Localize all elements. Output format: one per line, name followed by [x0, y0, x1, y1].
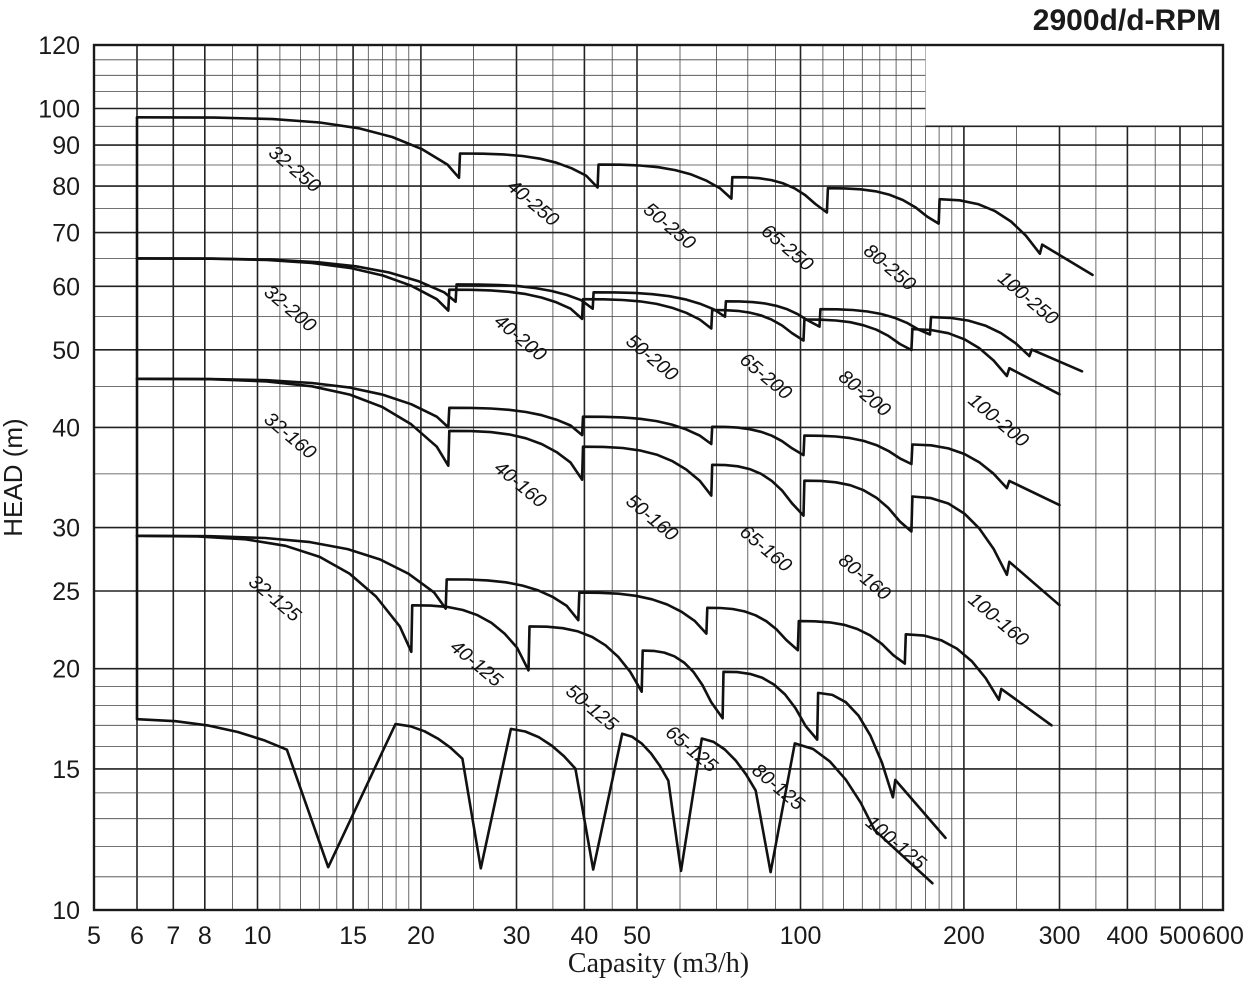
- svg-text:8: 8: [198, 922, 212, 950]
- svg-text:30: 30: [503, 922, 531, 950]
- svg-text:600: 600: [1202, 922, 1244, 950]
- svg-text:500: 500: [1159, 922, 1201, 950]
- svg-text:200: 200: [943, 922, 985, 950]
- svg-text:HEAD (m): HEAD (m): [0, 418, 28, 536]
- svg-text:6: 6: [130, 922, 144, 950]
- svg-text:30: 30: [52, 515, 80, 543]
- svg-text:10: 10: [244, 922, 272, 950]
- svg-text:5: 5: [87, 922, 101, 950]
- svg-text:7: 7: [166, 922, 180, 950]
- svg-text:20: 20: [52, 656, 80, 684]
- svg-text:100: 100: [38, 96, 80, 124]
- svg-text:400: 400: [1107, 922, 1149, 950]
- svg-text:40: 40: [570, 922, 598, 950]
- svg-text:100: 100: [780, 922, 822, 950]
- svg-text:90: 90: [52, 132, 80, 160]
- svg-text:Capasity (m3/h): Capasity (m3/h): [568, 948, 749, 979]
- svg-text:15: 15: [52, 756, 80, 784]
- svg-text:25: 25: [52, 578, 80, 606]
- svg-text:10: 10: [52, 897, 80, 925]
- svg-text:80: 80: [52, 173, 80, 201]
- svg-text:15: 15: [339, 922, 367, 950]
- svg-text:120: 120: [38, 32, 80, 60]
- svg-text:50: 50: [623, 922, 651, 950]
- svg-text:40: 40: [52, 414, 80, 442]
- svg-text:50: 50: [52, 337, 80, 365]
- svg-text:60: 60: [52, 273, 80, 301]
- svg-text:2900d/d-RPM: 2900d/d-RPM: [1033, 4, 1221, 37]
- svg-text:70: 70: [52, 220, 80, 248]
- svg-text:20: 20: [407, 922, 435, 950]
- svg-text:300: 300: [1039, 922, 1081, 950]
